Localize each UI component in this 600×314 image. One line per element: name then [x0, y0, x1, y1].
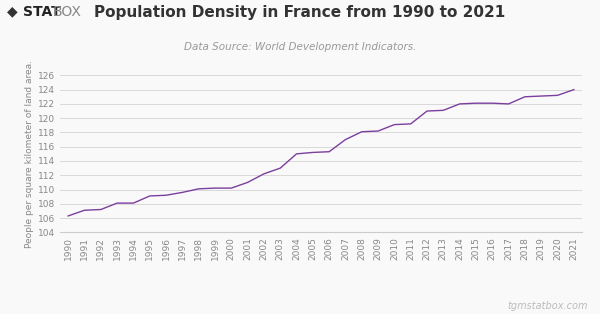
Y-axis label: People per square kilometer of land area.: People per square kilometer of land area… [25, 60, 34, 248]
Text: Data Source: World Development Indicators.: Data Source: World Development Indicator… [184, 42, 416, 52]
Text: ◆: ◆ [7, 5, 18, 19]
Text: tgmstatbox.com: tgmstatbox.com [508, 301, 588, 311]
Text: Population Density in France from 1990 to 2021: Population Density in France from 1990 t… [94, 5, 506, 20]
Text: BOX: BOX [52, 5, 81, 19]
Text: STAT: STAT [23, 5, 61, 19]
